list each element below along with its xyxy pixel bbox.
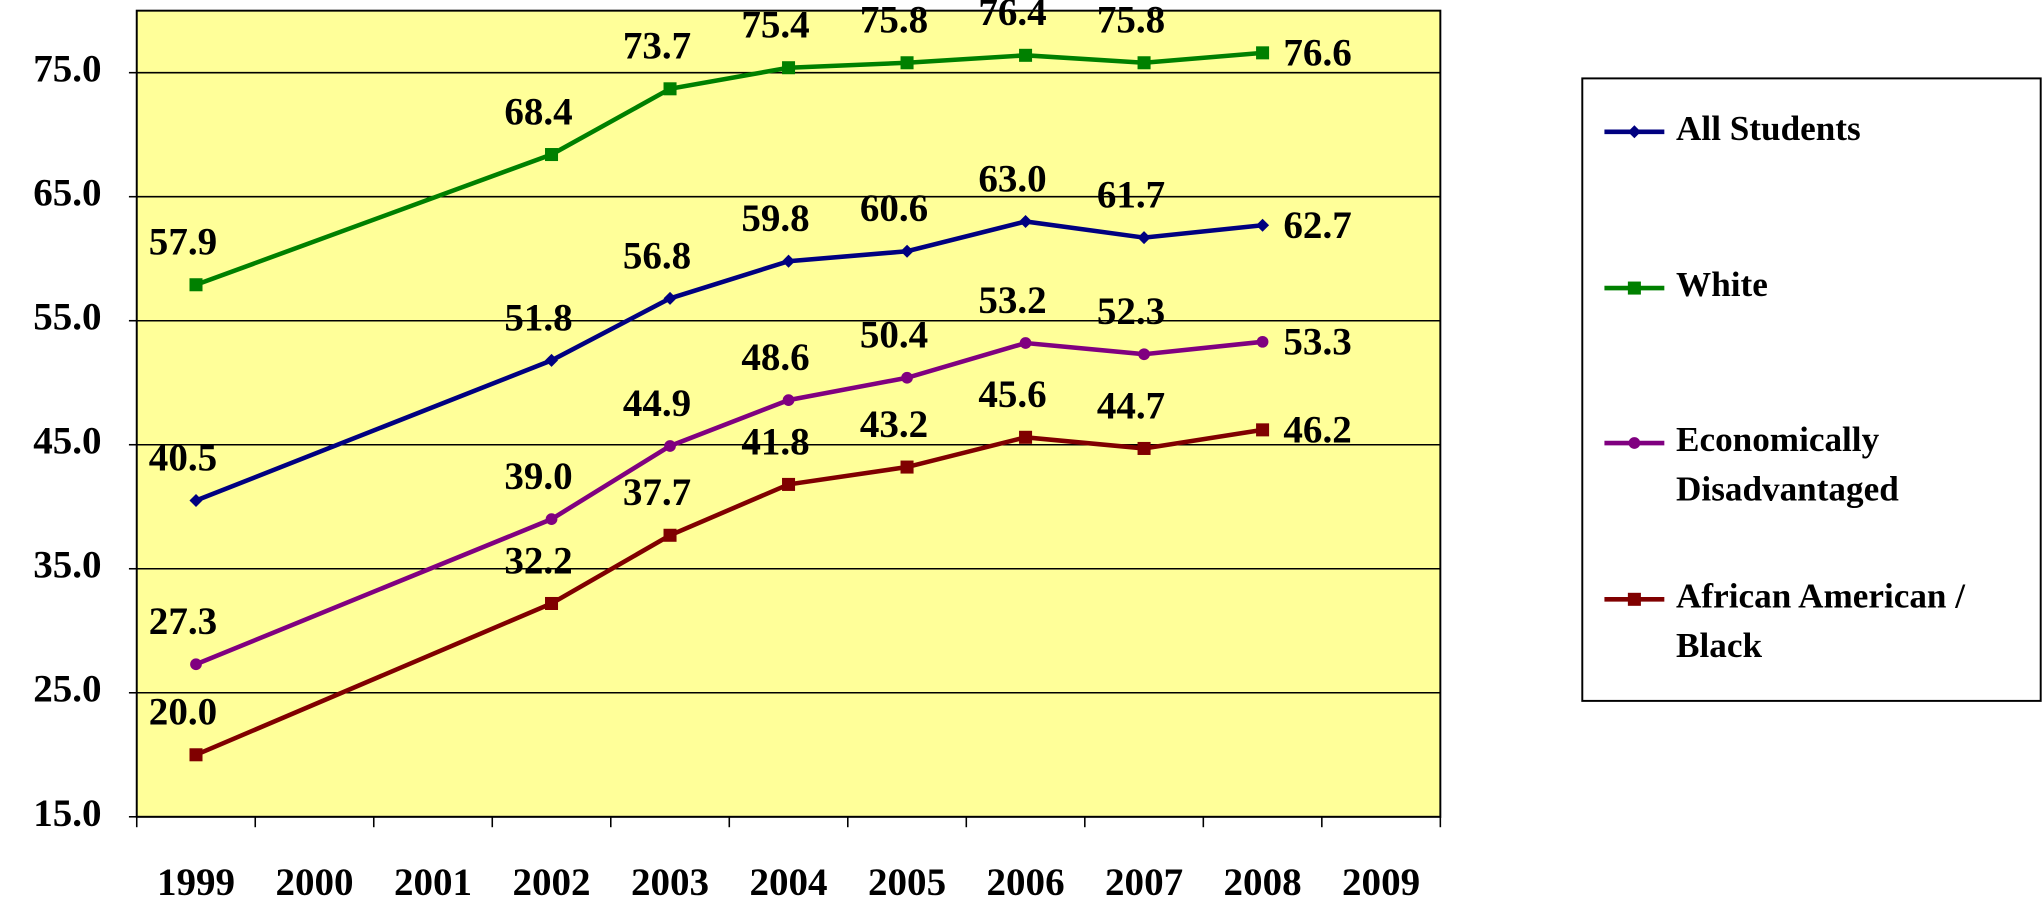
data-label: 76.4 bbox=[978, 0, 1046, 34]
data-label: 57.9 bbox=[149, 221, 217, 264]
legend-marker bbox=[1628, 437, 1641, 449]
marker bbox=[900, 460, 914, 474]
data-label: 32.2 bbox=[504, 539, 572, 582]
marker bbox=[545, 353, 559, 367]
x-tick-label: 2001 bbox=[394, 861, 472, 903]
legend-marker bbox=[1627, 281, 1641, 295]
y-tick-label: 75.0 bbox=[33, 48, 101, 91]
marker bbox=[900, 56, 914, 70]
marker bbox=[1019, 48, 1033, 62]
marker bbox=[1256, 423, 1270, 437]
y-tick-label: 45.0 bbox=[33, 420, 101, 463]
x-tick-label: 2000 bbox=[275, 861, 353, 903]
series-line bbox=[195, 427, 1263, 757]
marker bbox=[545, 148, 559, 162]
marker bbox=[190, 658, 202, 671]
x-tick-label: 2009 bbox=[1342, 861, 1420, 903]
marker bbox=[663, 528, 677, 542]
data-label: 40.5 bbox=[149, 436, 217, 479]
data-label: 46.2 bbox=[1283, 409, 1351, 452]
marker bbox=[782, 61, 796, 75]
data-label: 20.0 bbox=[149, 691, 217, 734]
y-tick-label: 25.0 bbox=[33, 668, 101, 711]
marker bbox=[782, 394, 795, 406]
x-tick-label: 2004 bbox=[749, 861, 827, 903]
y-tick-label: 15.0 bbox=[33, 792, 101, 835]
marker bbox=[1256, 46, 1270, 60]
marker bbox=[664, 440, 676, 452]
x-tick-label: 2005 bbox=[868, 861, 946, 903]
data-label: 37.7 bbox=[623, 471, 691, 514]
marker bbox=[189, 494, 203, 508]
marker bbox=[663, 82, 677, 96]
data-label: 59.8 bbox=[741, 197, 809, 240]
data-label: 76.6 bbox=[1283, 32, 1351, 75]
marker bbox=[1019, 337, 1032, 349]
marker bbox=[1019, 430, 1033, 444]
data-label: 27.3 bbox=[149, 600, 217, 643]
y-tick-label: 35.0 bbox=[33, 544, 101, 587]
data-label: 39.0 bbox=[504, 455, 572, 498]
legend-marker bbox=[1627, 592, 1641, 606]
data-label: 68.4 bbox=[504, 90, 572, 133]
x-tick-label: 1999 bbox=[157, 861, 235, 903]
marker bbox=[189, 748, 203, 762]
marker bbox=[189, 278, 203, 292]
marker bbox=[545, 513, 558, 526]
marker bbox=[1137, 56, 1151, 70]
x-tick-label: 2008 bbox=[1224, 861, 1302, 903]
x-tick-label: 2006 bbox=[987, 861, 1065, 903]
data-label: 75.8 bbox=[1097, 0, 1165, 42]
data-label: 75.4 bbox=[741, 4, 809, 47]
data-label: 52.3 bbox=[1097, 290, 1165, 333]
legend-label: White bbox=[1676, 265, 1768, 304]
data-label: 73.7 bbox=[623, 25, 691, 68]
data-label: 53.3 bbox=[1283, 321, 1351, 364]
series-line bbox=[195, 339, 1263, 667]
data-label: 44.7 bbox=[1097, 384, 1165, 427]
data-label: 53.2 bbox=[978, 279, 1046, 322]
y-tick-label: 65.0 bbox=[33, 172, 101, 215]
marker bbox=[1256, 335, 1269, 348]
data-label: 41.8 bbox=[741, 420, 809, 463]
marker bbox=[1137, 441, 1151, 455]
data-label: 75.8 bbox=[860, 0, 928, 42]
data-label: 43.2 bbox=[860, 403, 928, 446]
data-label: 45.6 bbox=[978, 373, 1046, 416]
data-label: 50.4 bbox=[860, 314, 928, 357]
data-label: 51.8 bbox=[504, 296, 572, 339]
legend-label: All Students bbox=[1676, 109, 1861, 148]
x-tick-label: 2003 bbox=[631, 861, 709, 903]
series-line bbox=[195, 219, 1263, 503]
marker bbox=[782, 254, 796, 268]
marker bbox=[1137, 231, 1151, 245]
x-tick-label: 2002 bbox=[512, 861, 590, 903]
data-label: 48.6 bbox=[741, 336, 809, 379]
marker bbox=[1019, 214, 1033, 229]
legend-label: Economically Disadvantaged bbox=[1676, 420, 1899, 508]
data-label: 60.6 bbox=[860, 187, 928, 230]
data-label: 44.9 bbox=[623, 382, 691, 425]
marker bbox=[1256, 218, 1270, 232]
legend-label: African American / Black bbox=[1676, 576, 1966, 664]
plot-area bbox=[135, 9, 1442, 818]
data-label: 63.0 bbox=[978, 157, 1046, 200]
data-label: 61.7 bbox=[1097, 174, 1165, 217]
marker bbox=[545, 596, 559, 610]
y-tick-label: 55.0 bbox=[33, 296, 101, 339]
marker bbox=[1138, 348, 1150, 361]
data-label: 56.8 bbox=[623, 234, 691, 277]
marker bbox=[782, 477, 796, 491]
marker bbox=[900, 244, 914, 258]
x-tick-label: 2007 bbox=[1105, 861, 1183, 903]
series-line bbox=[195, 50, 1263, 287]
data-label: 62.7 bbox=[1283, 204, 1351, 247]
marker bbox=[901, 371, 913, 384]
